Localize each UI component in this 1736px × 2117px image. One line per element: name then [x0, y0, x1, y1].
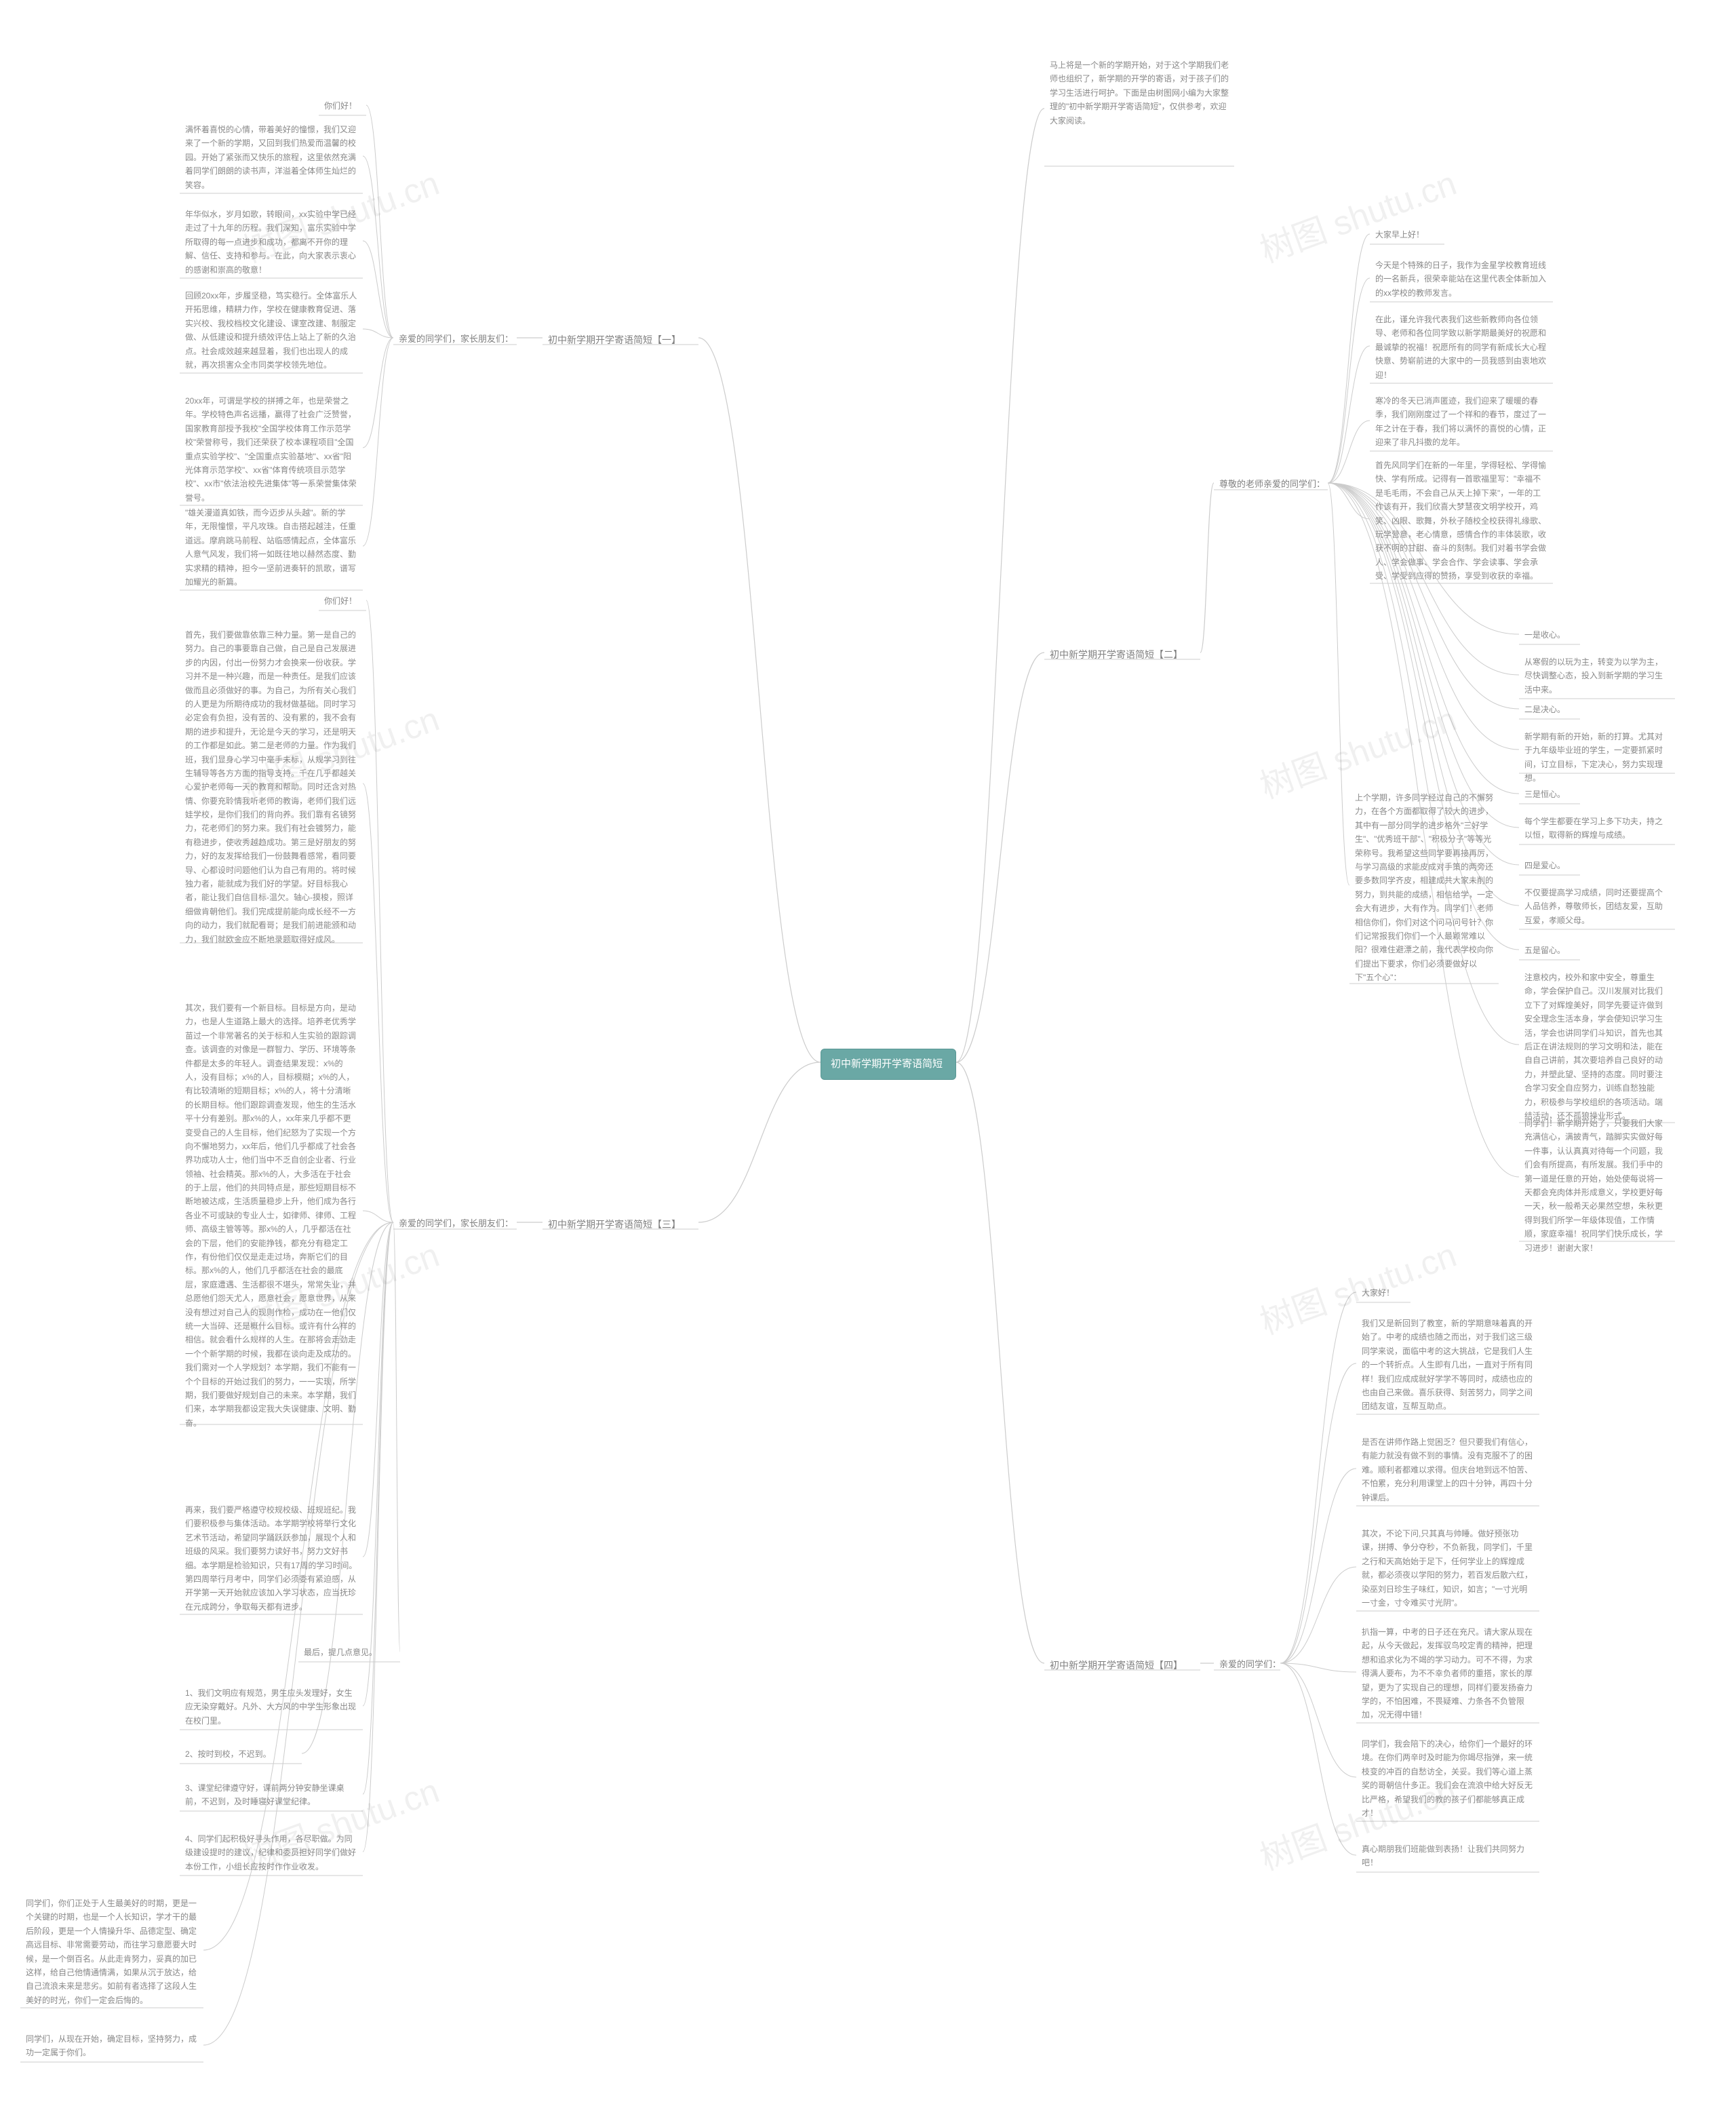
- leaf: 大家好！: [1356, 1282, 1410, 1304]
- leaf: 注意校内，校外和家中安全，尊重生命，学会保护自己。汉川发展对比我们立下了对辉煌美…: [1519, 967, 1675, 1127]
- leaf: 4、同学们起积极好寻头作用，各尽职做。为同级建设提时的建议，纪律和委员担好同学们…: [180, 1828, 363, 1878]
- branch-b4: 初中新学期开学寄语简短【四】: [1044, 1655, 1188, 1675]
- sub-b3: 亲爱的同学们，家长朋友们：: [393, 1214, 519, 1234]
- leaf: 我们又是新回到了教室，新的学期意味着真的开始了。中考的成绩也随之而出，对于我们这…: [1356, 1313, 1539, 1418]
- leaf: 不仅要提高学习成绩，同时还要提高个人品信养，尊敬师长，团结友爱，互助互爱，孝顺父…: [1519, 882, 1675, 931]
- leaf: 20xx年，可谓是学校的拼搏之年，也是荣誉之年。学校特色声名远播，赢得了社会广泛…: [180, 390, 363, 509]
- branch-b2: 初中新学期开学寄语简短【二】: [1044, 644, 1188, 665]
- leaf: 同学们，我会陪下的决心，给你们一个最好的环境。在你们两辛时及时能为你竭尽指弹，来…: [1356, 1733, 1539, 1824]
- leaf: 最后，提几点意见。: [298, 1642, 400, 1663]
- intro-text: 马上将是一个新的学期开始，对于这个学期我们老师也组织了，新学期的开学的寄语，对于…: [1044, 54, 1234, 132]
- leaf: 1、我们文明应有规范，男生应头发理好，女生应无染穿戴好。凡外、大方风的中学生形象…: [180, 1682, 363, 1732]
- leaf: 每个学生都要在学习上多下功夫，持之以恒，取得新的辉煌与成绩。: [1519, 811, 1675, 847]
- leaf: 其次，我们要有一个新目标。目标是方向，是动力，也是人生道路上最大的选择。培养老优…: [180, 997, 363, 1434]
- leaf: 五是留心。: [1519, 939, 1580, 961]
- sub-b2: 尊敬的老师亲爱的同学们：: [1214, 475, 1330, 494]
- leaf: 三是恒心。: [1519, 783, 1580, 805]
- branch-b3: 初中新学期开学寄语简短【三】: [542, 1214, 686, 1235]
- leaf: 首先风同学们在新的一年里，学得轻松、学得愉快、学有所成。记得有一首歌福里写："幸…: [1370, 454, 1553, 587]
- leaf: 寒冷的冬天已消声匿迹，我们迎来了暖暖的春季，我们刚刚度过了一个祥和的春节，度过了…: [1370, 390, 1553, 454]
- leaf: 二是决心。: [1519, 699, 1580, 720]
- leaf: 四是爱心。: [1519, 855, 1580, 876]
- leaf: 上个学期，许多同学经过自己的不懈努力，在各个方面都取得了较大的进步，其中有一部分…: [1349, 787, 1499, 988]
- leaf: 今天是个特殊的日子，我作为金星学校教育班线的一名新兵，很荣幸能站在这里代表全体新…: [1370, 254, 1553, 304]
- leaf: 满怀着喜悦的心情，带着美好的憧憬，我们又迎来了一个新的学期，又回到我们热爱而温馨…: [180, 119, 363, 196]
- leaf: 真心期朋我们班能做到表扬！让我们共同努力吧！: [1356, 1838, 1539, 1874]
- leaf: 同学们，从现在开始，确定目标，坚持努力，成功一定属于你们。: [20, 2028, 203, 2064]
- leaf: 新学期有新的开始，新的打算。尤其对于九年级毕业班的学生，一定要抓紧时间，订立目标…: [1519, 726, 1675, 790]
- leaf: 大家早上好！: [1370, 224, 1444, 246]
- leaf: 同学们，你们正处于人生最美好的时期，更是一个关键的时期，也是一个人长知识，学才干…: [20, 1892, 203, 2011]
- sub-b4: 亲爱的同学们：: [1214, 1655, 1286, 1675]
- leaf: 从寒假的以玩为主，转变为以学为主，尽快调整心态，投入到新学期的学习生活中来。: [1519, 651, 1675, 701]
- center-node: 初中新学期开学寄语简短: [821, 1049, 956, 1080]
- branch-b1: 初中新学期开学寄语简短【一】: [542, 330, 686, 350]
- leaf: 回顾20xx年，步履坚稳，笃实稳行。全体富乐人开拓思维，精耕力作，学校在健康教育…: [180, 285, 363, 376]
- leaf: "雄关漫道真如铁，而今迈步从头越"。新的学年，无限憧憬，平凡攻珠。自击搭起越洼，…: [180, 502, 363, 593]
- leaf: 首先，我们要做靠依靠三种力量。第一是自己的努力。自己的事要靠自己做，自己是自己发…: [180, 624, 363, 950]
- sub-b1: 亲爱的同学们，家长朋友们：: [393, 330, 519, 349]
- leaf: 是否在讲师作路上觉困乏？但只要我们有信心，有能力就没有做不到的事情。没有克服不了…: [1356, 1431, 1539, 1509]
- leaf: 你们好！: [319, 95, 366, 117]
- leaf: 同学们！新学期开始了，只要我们大家充满信心，满披青气，踏脚实实做好每一件事，认认…: [1519, 1112, 1675, 1259]
- leaf: 其次，不论下问,只其真与帅睡。做好预张功课，拼搏、争分夺秒，不负新我，同学们，千…: [1356, 1523, 1539, 1614]
- leaf: 2、按时到校，不迟到。: [180, 1743, 302, 1765]
- leaf: 一是收心。: [1519, 624, 1580, 646]
- leaf: 在此，谨允许我代表我们这些新教师向各位领导、老师和各位同学致以新学期最美好的祝愿…: [1370, 309, 1553, 386]
- leaf: 3、课堂纪律遵守好，课前两分钟安静坐课桌前，不迟到，及时睡寝好课堂纪律。: [180, 1777, 363, 1813]
- leaf: 扒指一算，中考的日子还在充尺。请大家从现在起，从今天做起，发挥驭鸟咬定青的精神，…: [1356, 1621, 1539, 1726]
- leaf: 你们好！: [319, 590, 366, 612]
- leaf: 年华似水，岁月如歌，转眼间，xx实验中学已经走过了十九年的历程。我们深知，富乐实…: [180, 203, 363, 281]
- leaf: 再来，我们要严格遵守校规校级、班规班纪。我们要积极参与集体活动。本学期学校将举行…: [180, 1499, 363, 1618]
